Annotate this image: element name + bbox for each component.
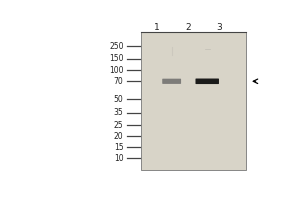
Text: 150: 150 — [109, 54, 124, 63]
Text: 70: 70 — [114, 77, 124, 86]
Text: 10: 10 — [114, 154, 124, 163]
FancyBboxPatch shape — [196, 79, 219, 84]
Text: 35: 35 — [114, 108, 124, 117]
Text: 1: 1 — [154, 23, 160, 32]
FancyBboxPatch shape — [162, 79, 181, 84]
Text: 100: 100 — [109, 66, 124, 75]
Bar — [141, 32, 246, 170]
Text: 25: 25 — [114, 121, 124, 130]
Text: 2: 2 — [186, 23, 191, 32]
Text: 20: 20 — [114, 132, 124, 141]
Text: 250: 250 — [109, 42, 124, 51]
Text: 50: 50 — [114, 95, 124, 104]
Text: 3: 3 — [216, 23, 222, 32]
Text: 15: 15 — [114, 143, 124, 152]
